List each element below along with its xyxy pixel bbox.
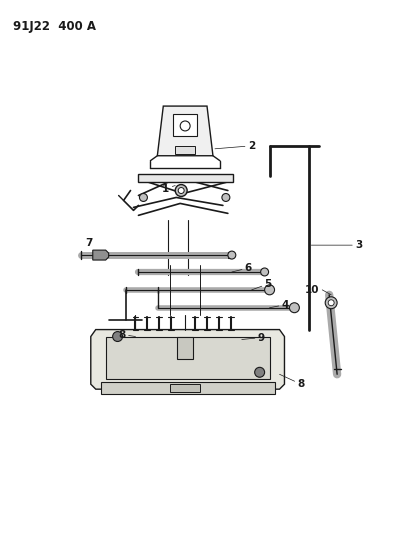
Circle shape <box>264 285 274 295</box>
Text: 91J22  400 A: 91J22 400 A <box>13 20 96 33</box>
Circle shape <box>227 251 235 259</box>
Circle shape <box>221 193 229 201</box>
Text: 4: 4 <box>269 300 288 310</box>
Polygon shape <box>175 146 195 154</box>
Circle shape <box>325 297 336 309</box>
Circle shape <box>178 188 184 193</box>
Text: 8: 8 <box>279 374 304 389</box>
Polygon shape <box>157 106 212 156</box>
Text: 5: 5 <box>251 279 271 290</box>
Polygon shape <box>105 336 269 379</box>
Circle shape <box>175 184 187 197</box>
Polygon shape <box>170 384 199 392</box>
Circle shape <box>260 268 268 276</box>
Text: 10: 10 <box>304 285 318 295</box>
Text: 8: 8 <box>118 329 135 340</box>
Polygon shape <box>138 174 232 182</box>
Circle shape <box>180 121 190 131</box>
Text: 9: 9 <box>241 333 264 343</box>
Text: 2: 2 <box>214 141 254 151</box>
Polygon shape <box>177 336 192 359</box>
Text: 3: 3 <box>311 240 361 250</box>
Circle shape <box>112 332 122 342</box>
Circle shape <box>254 367 264 377</box>
Polygon shape <box>100 382 274 394</box>
Circle shape <box>328 300 333 306</box>
Circle shape <box>139 193 147 201</box>
Text: 7: 7 <box>85 238 92 248</box>
Polygon shape <box>93 250 108 260</box>
Polygon shape <box>90 329 284 389</box>
Circle shape <box>289 303 299 313</box>
Text: 6: 6 <box>231 263 252 273</box>
Polygon shape <box>173 114 197 136</box>
Text: 1: 1 <box>162 183 175 193</box>
